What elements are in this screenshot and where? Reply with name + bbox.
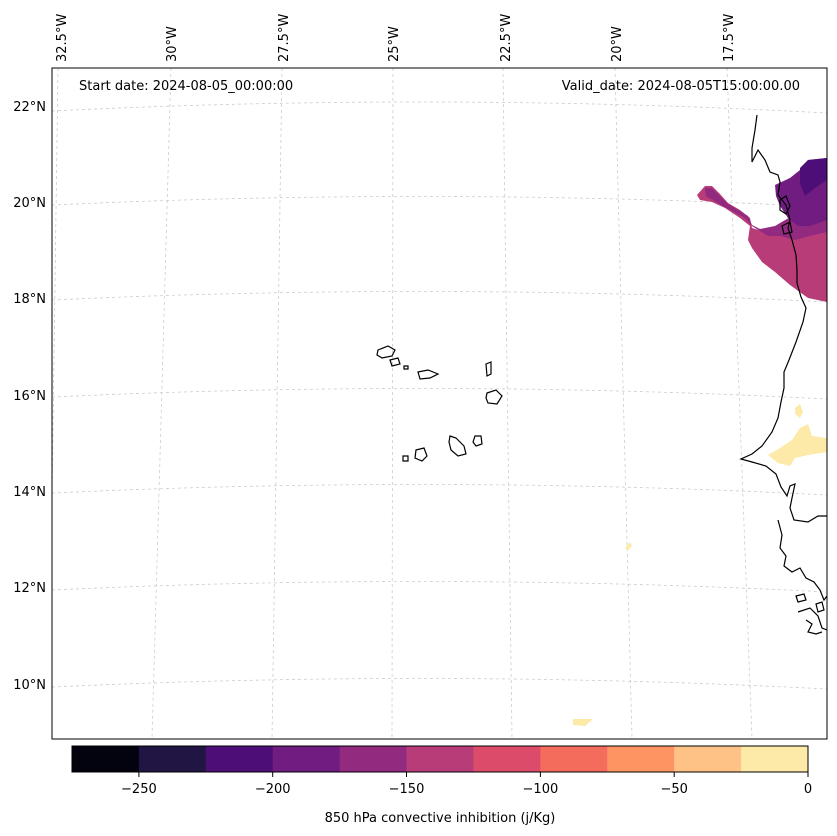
bijagos-islands xyxy=(795,593,825,613)
dakhla-island xyxy=(779,195,791,215)
sal-island xyxy=(485,361,492,377)
sao-vicente-island xyxy=(389,357,401,367)
guinea-coastline xyxy=(797,607,827,635)
cin-contours xyxy=(573,158,827,726)
lon-label: 27.5°W xyxy=(277,14,292,62)
lon-line-17-5 xyxy=(726,68,753,739)
colorbar-ticks xyxy=(138,772,809,777)
colorbar: −250 −200 −150 −100 −50 0 850 hPa convec… xyxy=(71,745,812,826)
lon-line-27-5 xyxy=(271,68,283,739)
map-panel: Start date: 2024-08-05_00:00:00 Valid_da… xyxy=(51,67,828,740)
lat-line-20 xyxy=(52,196,827,208)
lon-label: 25°W xyxy=(387,26,402,62)
lat-label: 16°N xyxy=(13,389,46,404)
lon-label: 17.5°W xyxy=(722,14,737,62)
lat-line-12 xyxy=(52,581,827,593)
lon-label: 22.5°W xyxy=(499,14,514,62)
colorbar-swatch xyxy=(674,746,742,772)
colorbar-swatch xyxy=(205,746,274,772)
lon-line-30 xyxy=(151,68,172,739)
cin-region-north-coast-core xyxy=(800,158,827,196)
cin-region-senegal xyxy=(768,424,827,466)
cin-region-guinea-offshore xyxy=(573,719,593,726)
lon-label: 20°W xyxy=(610,26,625,62)
lat-label: 20°N xyxy=(13,196,46,211)
colorbar-tick-label: 0 xyxy=(804,782,812,797)
colorbar-swatch xyxy=(473,746,541,772)
santiago-island xyxy=(448,435,467,457)
santo-antao-island xyxy=(376,345,396,359)
colorbar-swatch xyxy=(272,746,341,772)
map-background xyxy=(52,68,827,739)
lon-line-25 xyxy=(391,68,394,739)
cin-region-north-coast-outer xyxy=(697,186,827,302)
colorbar-frame xyxy=(71,745,809,773)
colorbar-tick-label: −100 xyxy=(523,782,559,797)
colorbar-tick-label: −250 xyxy=(121,782,157,797)
boa-vista-island xyxy=(485,389,503,405)
lon-label: 30°W xyxy=(165,26,180,62)
lat-label: 12°N xyxy=(13,581,46,596)
lat-line-18 xyxy=(52,291,827,303)
cin-region-gambia-offshore xyxy=(625,542,632,550)
map-frame xyxy=(51,67,828,740)
colorbar-tick-label: −50 xyxy=(660,782,687,797)
lat-line-22 xyxy=(52,101,827,114)
colorbar-swatch xyxy=(741,746,809,772)
lat-label: 10°N xyxy=(13,678,46,693)
colorbar-title: 850 hPa convective inhibition (j/Kg) xyxy=(325,811,556,826)
africa-coastline xyxy=(739,114,827,523)
colorbar-swatch xyxy=(607,746,675,772)
lat-label: 22°N xyxy=(13,100,46,115)
colorbar-swatch xyxy=(339,746,408,772)
lat-line-10 xyxy=(52,678,827,690)
lat-line-16 xyxy=(52,388,827,400)
lon-label: 32.5°W xyxy=(55,14,70,62)
guinea-bissau-coastline xyxy=(777,519,827,602)
lat-line-14 xyxy=(52,484,827,496)
sao-nicolau-island xyxy=(417,369,440,380)
cin-region-senegal-dot xyxy=(795,404,803,418)
lon-line-22-5 xyxy=(502,68,513,739)
fogo-island xyxy=(414,447,428,462)
lon-line-20 xyxy=(614,68,633,739)
colorbar-tick-label: −200 xyxy=(255,782,291,797)
colorbar-swatch xyxy=(540,746,608,772)
colorbar-tick-label: −150 xyxy=(389,782,425,797)
start-date-label: Start date: 2024-08-05_00:00:00 xyxy=(79,79,293,94)
valid-date-label: Valid_date: 2024-08-05T15:00:00.00 xyxy=(562,79,800,94)
lat-label: 14°N xyxy=(13,485,46,500)
lon-line-32-5 xyxy=(52,68,59,501)
lat-label: 18°N xyxy=(13,292,46,307)
banc-arguin-island xyxy=(781,221,793,235)
colorbar-swatch xyxy=(406,746,474,772)
coastlines xyxy=(376,114,827,635)
colorbar-swatches xyxy=(72,746,809,772)
brava-island xyxy=(402,455,409,462)
graticule xyxy=(52,68,827,739)
longitude-labels: 32.5°W 30°W 27.5°W 25°W 22.5°W 20°W 17.5… xyxy=(55,14,737,62)
santa-luzia-island xyxy=(403,365,409,370)
colorbar-swatch xyxy=(72,746,140,772)
latitude-labels: 22°N 20°N 18°N 16°N 14°N 12°N 10°N xyxy=(13,100,46,693)
colorbar-swatch xyxy=(138,746,207,772)
cin-region-north-coast-mid xyxy=(705,188,827,240)
maio-island xyxy=(472,435,483,447)
